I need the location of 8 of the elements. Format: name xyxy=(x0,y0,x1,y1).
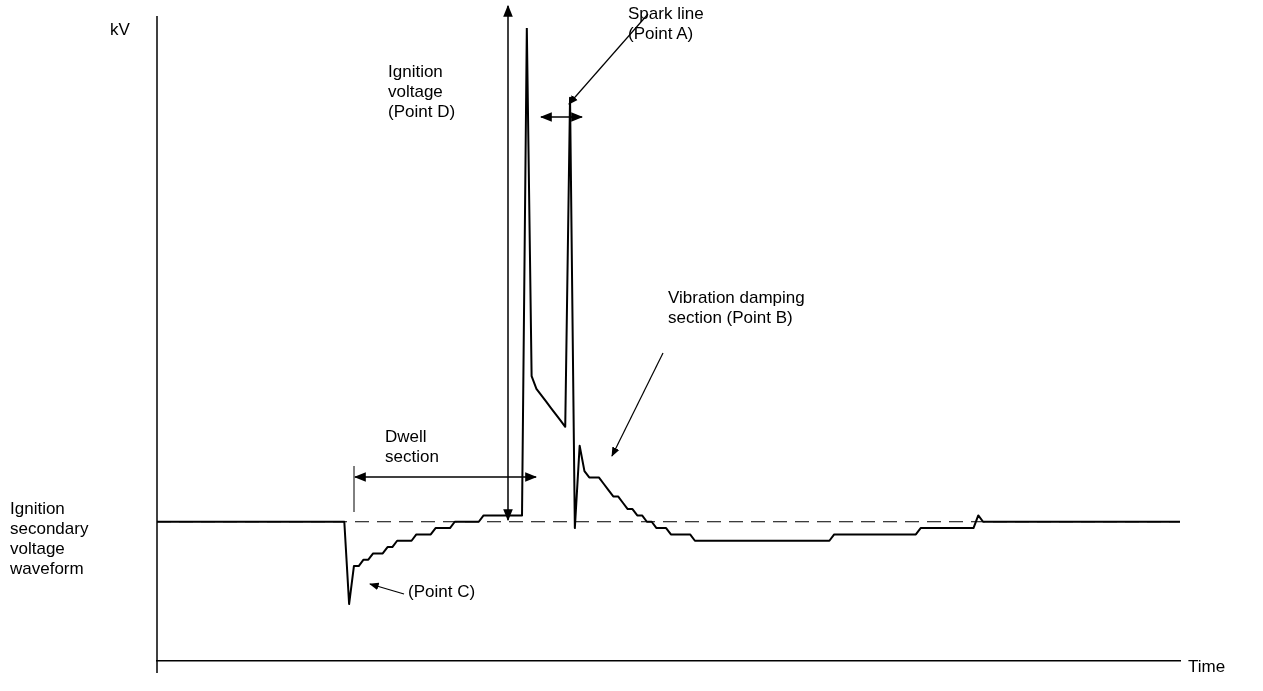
annotation: Ignition voltage (Point D) xyxy=(388,62,457,122)
y-axis-title: kV xyxy=(110,20,130,40)
annotation: Spark line (Point A) xyxy=(628,4,705,44)
x-axis-title: Time xyxy=(1188,657,1226,677)
text: Ignition secondary voltage waveform xyxy=(10,499,90,579)
annotation: (Point C) xyxy=(408,582,477,602)
annotation: Dwell section xyxy=(385,427,440,467)
annotation: Vibration damping section (Point B) xyxy=(668,288,806,328)
